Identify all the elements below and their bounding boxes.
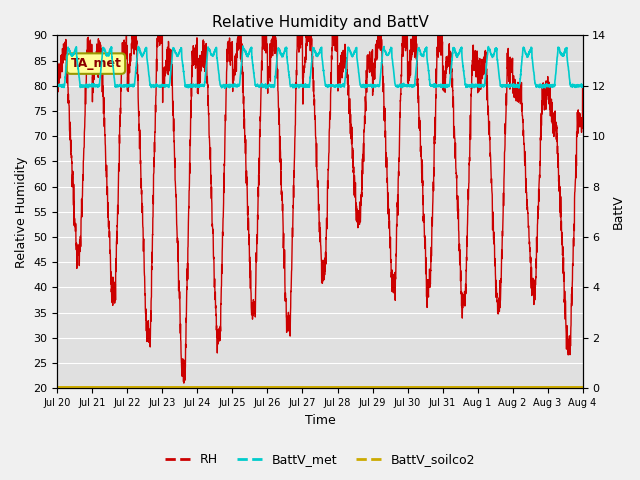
Legend: RH, BattV_met, BattV_soilco2: RH, BattV_met, BattV_soilco2	[159, 448, 481, 471]
Y-axis label: Relative Humidity: Relative Humidity	[15, 156, 28, 267]
Y-axis label: BattV: BattV	[612, 194, 625, 229]
Text: TA_met: TA_met	[70, 57, 122, 70]
X-axis label: Time: Time	[305, 414, 335, 427]
Title: Relative Humidity and BattV: Relative Humidity and BattV	[212, 15, 428, 30]
